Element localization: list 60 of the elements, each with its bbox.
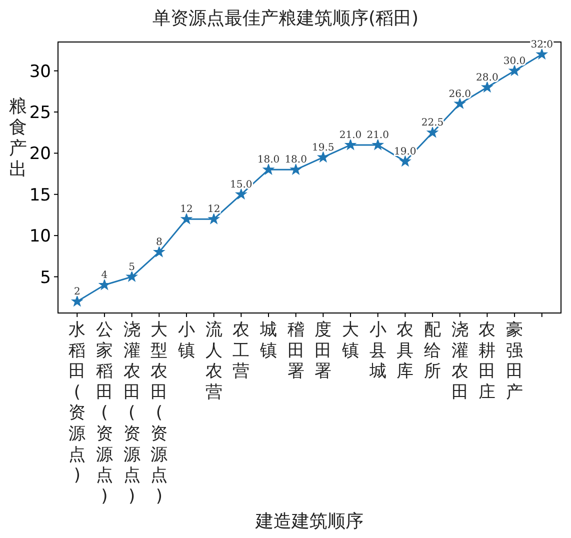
x-tick-label: 配给所 [424,320,442,382]
x-tick-label: 水稻田(资源点) [68,320,86,486]
point [290,164,302,174]
x-tick-label: 农工营 [232,320,250,382]
point [263,164,274,174]
point [454,98,466,108]
point [536,48,548,59]
x-tick-label: 小县城 [368,320,386,382]
x-tick-label: 浇灌农田 [451,320,468,402]
point [181,214,192,224]
x-tick-label: 流人农营 [205,320,222,402]
data-label: 2 [74,286,80,298]
x-tick-label: 大镇 [341,320,360,361]
point [427,127,438,138]
x-tick-label: 小镇 [176,320,195,361]
data-label: 12 [207,204,220,216]
category-label: 公家稻田(资源点) [96,320,113,506]
y-tick-label: 30 [29,62,51,82]
x-tick-label: 城镇 [258,320,277,361]
data-label: 21.0 [366,130,389,141]
chart-title: 单资源点最佳产粮建筑顺序(稻田) [152,8,419,29]
data-label: 15.0 [230,179,252,190]
data-label: 18.0 [284,154,307,166]
x-tick-label: 稽田署 [287,320,304,382]
point [99,279,110,290]
x-axis-title: 建造建筑顺序 [254,511,364,532]
x-tick-label: 农具库 [396,320,414,382]
data-label: 12 [180,204,193,216]
point [482,82,492,92]
x-tick-label: 度田署 [314,320,332,382]
data-label: 21.0 [339,130,362,141]
x-tick-label: 豪强田产 [506,320,524,402]
point [372,139,384,150]
y-axis-title: 粮食产出 [9,96,27,180]
point [345,139,356,150]
point [236,188,246,199]
point [72,296,82,306]
category-label: 浇灌农田(资源点) [123,320,140,506]
data-label: 4 [101,270,108,281]
y-tick-label: 20 [29,144,51,164]
data-label: 26.0 [448,88,471,100]
point [318,152,328,162]
data-label: 19.5 [312,142,334,154]
point [154,246,164,257]
y-tick-label: 5 [40,268,51,288]
category-label: 大型农田(资源点) [150,320,168,506]
y-tick-label: 15 [29,185,51,206]
x-tick-label: 农耕田庄 [478,320,496,402]
point [400,156,410,166]
y-tick-label: 10 [29,226,51,247]
data-label: 32.0 [530,39,553,50]
data-label: 5 [128,262,135,273]
point [126,271,138,282]
point [208,214,220,224]
point [509,65,520,76]
data-label: 8 [156,237,162,248]
data-label: 18.0 [257,154,280,166]
y-tick-label: 25 [29,103,51,124]
data-label: 28.0 [476,72,498,84]
data-label: 30.0 [503,56,526,67]
